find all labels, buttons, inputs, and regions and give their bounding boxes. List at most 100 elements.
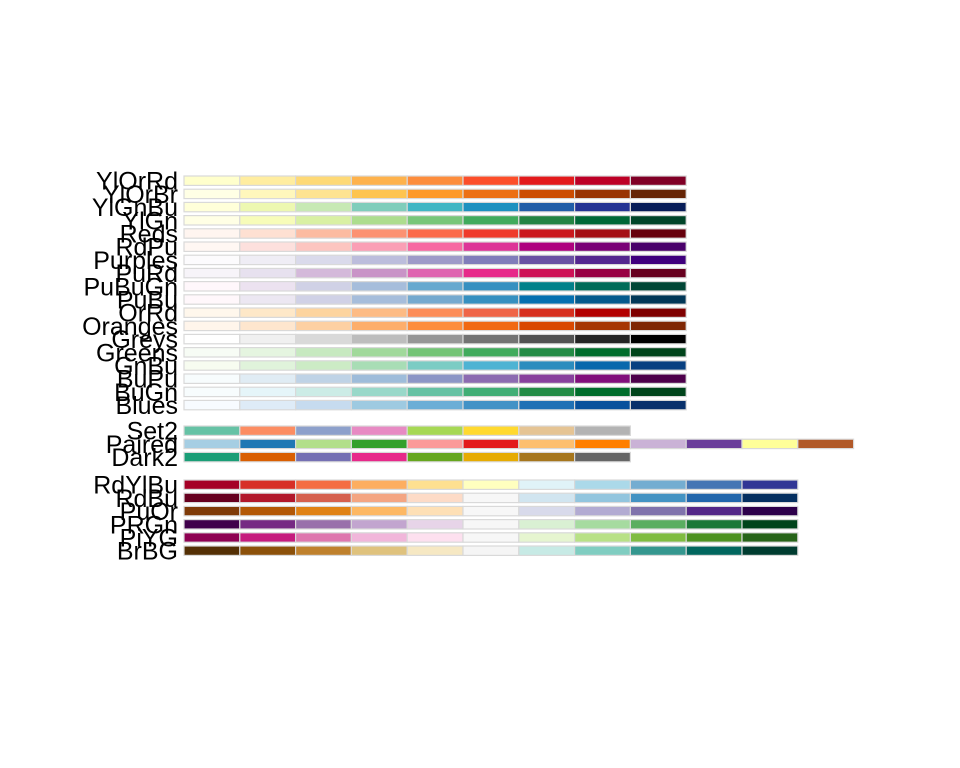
swatch-oranges-7: [518, 320, 576, 332]
swatch-dark2-6: [462, 451, 520, 463]
swatch-ylorrd-7: [518, 175, 576, 186]
swatch-puor-5: [406, 505, 464, 517]
swatch-ylorrd-3: [295, 175, 353, 186]
swatch-rdbu-5: [406, 492, 464, 504]
palette-row-purples: Purples: [93, 247, 687, 275]
swatch-blues-3: [295, 399, 353, 411]
swatch-ylorrd-5: [406, 175, 464, 186]
palette-label: Blues: [115, 392, 178, 420]
palette-label: Purples: [93, 247, 178, 275]
swatch-greys-9: [629, 333, 687, 345]
swatch-orrd-9: [629, 307, 687, 318]
palette-row-reds: Reds: [120, 221, 687, 249]
swatch-rdylbu-1: [183, 479, 241, 490]
swatch-blues-9: [629, 399, 687, 411]
swatch-ylorrd-8: [573, 175, 631, 186]
swatch-orrd-6: [462, 307, 520, 318]
swatch-piyg-5: [406, 532, 464, 543]
swatch-bupu-7: [518, 373, 576, 384]
palette-row-rdylbu: RdYlBu: [93, 472, 799, 500]
swatch-bupu-5: [406, 373, 464, 384]
palette-label: PuBu: [117, 287, 178, 315]
swatch-purd-8: [573, 267, 631, 279]
swatch-rdbu-11: [741, 492, 799, 504]
palette-row-blues: Blues: [115, 392, 687, 420]
swatch-purd-7: [518, 267, 576, 279]
palette-label: PRGn: [110, 511, 178, 539]
swatch-piyg-10: [685, 532, 743, 543]
swatch-brbg-4: [350, 545, 408, 556]
swatch-oranges-5: [406, 320, 464, 332]
swatch-paired-5: [406, 438, 464, 450]
swatch-greys-4: [350, 333, 408, 345]
swatch-pubu-6: [462, 294, 520, 305]
swatch-blues-1: [183, 399, 241, 411]
swatch-pubugn-8: [573, 281, 631, 292]
swatch-paired-4: [350, 438, 408, 450]
swatch-greys-2: [239, 333, 297, 345]
swatch-ylgnbu-2: [239, 201, 297, 213]
swatch-brbg-11: [741, 545, 799, 556]
swatch-set2-5: [406, 425, 464, 436]
swatch-brbg-1: [183, 545, 241, 556]
swatch-ylorrd-2: [239, 175, 297, 186]
swatch-ylgn-1: [183, 215, 241, 226]
swatch-gnbu-8: [573, 360, 631, 371]
swatch-puor-1: [183, 505, 241, 517]
swatch-pubu-3: [295, 294, 353, 305]
swatch-prgn-5: [406, 518, 464, 530]
swatch-rdylbu-11: [741, 479, 799, 490]
swatch-bugn-3: [295, 386, 353, 398]
swatch-piyg-1: [183, 532, 241, 543]
palette-row-ylgn: YlGn: [122, 207, 687, 235]
palette-row-rdpu: RdPu: [115, 234, 687, 262]
swatch-pubu-7: [518, 294, 576, 305]
swatch-greys-7: [518, 333, 576, 345]
swatch-rdpu-4: [350, 241, 408, 252]
swatch-ylorbr-8: [573, 188, 631, 200]
swatch-reds-4: [350, 228, 408, 239]
swatch-bugn-1: [183, 386, 241, 398]
swatch-paired-6: [462, 438, 520, 450]
palette-label: Dark2: [111, 444, 178, 472]
swatch-purd-5: [406, 267, 464, 279]
swatch-bugn-9: [629, 386, 687, 398]
swatch-ylgn-6: [462, 215, 520, 226]
swatch-brbg-7: [518, 545, 576, 556]
swatch-brbg-5: [406, 545, 464, 556]
palette-label: PuBuGn: [83, 273, 178, 301]
swatch-paired-8: [573, 438, 631, 450]
swatch-rdylbu-10: [685, 479, 743, 490]
swatch-ylgnbu-7: [518, 201, 576, 213]
swatch-brbg-6: [462, 545, 520, 556]
swatch-purples-7: [518, 254, 576, 266]
swatch-rdpu-1: [183, 241, 241, 252]
swatch-greys-5: [406, 333, 464, 345]
swatch-orrd-3: [295, 307, 353, 318]
swatch-prgn-2: [239, 518, 297, 530]
palette-row-bugn: BuGn: [114, 379, 687, 407]
swatch-ylgnbu-4: [350, 201, 408, 213]
swatch-set2-7: [518, 425, 576, 436]
swatch-piyg-3: [295, 532, 353, 543]
palette-label: Oranges: [82, 313, 178, 341]
palette-row-piyg: PiYG: [120, 525, 799, 553]
swatch-oranges-2: [239, 320, 297, 332]
swatch-ylorbr-6: [462, 188, 520, 200]
palette-row-paired: Paired: [106, 431, 855, 459]
swatch-dark2-3: [295, 451, 353, 463]
swatch-reds-6: [462, 228, 520, 239]
swatch-reds-7: [518, 228, 576, 239]
swatch-prgn-1: [183, 518, 241, 530]
palette-row-oranges: Oranges: [82, 313, 687, 341]
swatch-purples-4: [350, 254, 408, 266]
swatch-piyg-8: [573, 532, 631, 543]
swatch-rdpu-8: [573, 241, 631, 252]
palette-label: BrBG: [117, 538, 178, 566]
swatch-brbg-8: [573, 545, 631, 556]
swatch-piyg-7: [518, 532, 576, 543]
swatch-prgn-11: [741, 518, 799, 530]
swatch-bupu-4: [350, 373, 408, 384]
swatch-paired-10: [685, 438, 743, 450]
